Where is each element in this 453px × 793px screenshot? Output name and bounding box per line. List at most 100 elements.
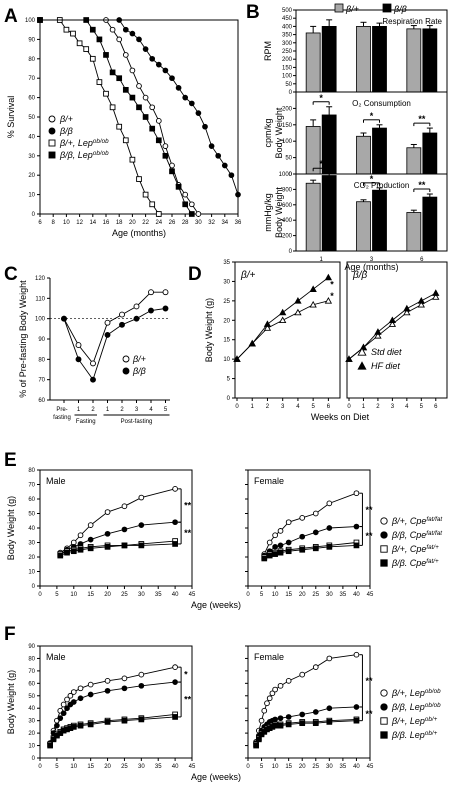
- x-tick-label-a: 8: [52, 220, 56, 226]
- data-point-a-3: [155, 137, 162, 144]
- data-point-d-1-1: [403, 304, 411, 312]
- data-point-a-3: [103, 52, 109, 58]
- series-line-e-0-0: [60, 488, 176, 554]
- data-point-a-1: [155, 61, 162, 68]
- data-point-a-3: [142, 114, 149, 120]
- data-point-f-0-1: [64, 705, 70, 712]
- legend-marker-c-0: [122, 355, 130, 363]
- x-tick-label-e: 15: [87, 592, 94, 598]
- x-tick-label-a: 16: [103, 220, 110, 226]
- x-tick-label-e: 25: [312, 592, 319, 598]
- y-tick-label-b: 450: [282, 16, 293, 22]
- x-tick-label-a: 36: [235, 220, 242, 226]
- data-point-e-0-0: [87, 522, 94, 528]
- x-tick-label-e: 30: [138, 592, 145, 598]
- data-point-f-0-0: [70, 689, 77, 695]
- y-tick-label-a: 90: [28, 37, 35, 43]
- data-point-a-2: [63, 26, 70, 33]
- plot-frame-e-0: [39, 469, 193, 587]
- y-tick-label-d: 15: [223, 338, 230, 344]
- data-point-c-0: [119, 311, 125, 318]
- y-tick-label-e: 0: [32, 584, 36, 590]
- legend-marker-f-1: [380, 703, 388, 711]
- bar-b-1-1: [372, 127, 387, 175]
- subplot-title-e-1: Female: [254, 476, 284, 486]
- data-point-d-0-1: [324, 273, 333, 281]
- data-point-a-0: [149, 104, 156, 111]
- data-point-e-1-0: [285, 519, 292, 526]
- y-axis-label-d: Body Weight (g): [204, 298, 214, 362]
- x-tick-label-e: 0: [38, 592, 42, 598]
- x-tick-label-d: 0: [235, 404, 239, 410]
- bar-b-2-0: [406, 212, 422, 252]
- data-point-a-3: [37, 17, 43, 23]
- y-axis-label-e: Body Weight (g): [6, 496, 16, 560]
- x-tick-label-e: 0: [246, 592, 250, 598]
- subplot-title-d-1: β/β: [352, 270, 367, 281]
- data-point-d-0-1: [279, 308, 287, 316]
- y-tick-label-e: 70: [28, 483, 35, 489]
- x-tick-label-f: 25: [121, 764, 128, 770]
- x-tick-label-e: 45: [367, 592, 374, 598]
- data-point-a-1: [162, 67, 169, 74]
- y-tick-label-b: 500: [282, 8, 293, 14]
- x-tick-label-c: 2: [120, 407, 124, 413]
- data-point-c-1: [75, 356, 82, 363]
- y-tick-label-c: 120: [35, 276, 46, 282]
- bar-b-0-1: [321, 25, 337, 93]
- data-point-f-0-1: [54, 722, 60, 729]
- x-tick-label-e: 25: [121, 592, 128, 598]
- legend-label-f-3: β/β. Lepob/+: [391, 730, 438, 741]
- y-axis-label-a: % Survival: [6, 96, 16, 139]
- data-point-e-0-0: [104, 509, 111, 515]
- data-point-e-1-3: [312, 545, 319, 552]
- data-point-a-1: [221, 162, 228, 169]
- x-tick-label-e: 35: [155, 592, 162, 598]
- data-point-a-3: [96, 36, 103, 43]
- x-tick-label-f: 40: [353, 764, 360, 770]
- data-point-f-0-0: [172, 664, 178, 671]
- significance-mark-b: **: [418, 180, 426, 190]
- x-group-label-c-1: Post-fasting: [121, 419, 153, 425]
- data-point-f-1-0: [312, 664, 319, 671]
- y-tick-label-f: 20: [28, 731, 35, 737]
- data-point-c-0: [90, 360, 96, 367]
- series-line-f-0-1: [49, 681, 176, 744]
- data-point-a-2: [89, 55, 96, 62]
- series-line-a-0: [40, 19, 199, 215]
- y-tick-label-f: 50: [28, 694, 35, 700]
- data-point-c-1: [162, 305, 169, 312]
- data-point-f-0-1: [57, 715, 64, 722]
- y-tick-label-d: 10: [223, 357, 230, 363]
- data-point-f-0-0: [104, 677, 111, 684]
- x-tick-label-f: 35: [340, 764, 347, 770]
- data-point-f-0-0: [138, 671, 145, 678]
- x-tick-label-e: 40: [172, 592, 179, 598]
- x-tick-label-e: 15: [285, 592, 292, 598]
- legend-label-a-1: β/β: [59, 126, 73, 136]
- data-point-f-1-3: [353, 717, 360, 724]
- data-point-f-0-0: [121, 675, 128, 682]
- significance-mark-f: **: [365, 676, 373, 686]
- x-tick-label-f: 10: [70, 764, 77, 770]
- x-tick-label-f: 15: [87, 764, 94, 770]
- data-point-a-3: [122, 86, 129, 93]
- y-axis-label-b2-2: Body Weight: [274, 187, 284, 238]
- y-tick-label-a: 0: [32, 212, 36, 218]
- data-point-e-1-3: [266, 552, 273, 559]
- data-point-a-0: [195, 211, 202, 217]
- data-point-a-1: [202, 123, 208, 130]
- bar-b-0-0: [406, 28, 422, 93]
- data-point-e-1-3: [285, 548, 292, 555]
- subplot-title-b-0: Respiration Rate: [382, 17, 442, 26]
- x-tick-label-d: 0: [347, 404, 351, 410]
- y-tick-label-a: 60: [28, 96, 35, 102]
- data-point-f-0-1: [104, 687, 111, 694]
- y-tick-label-a: 50: [28, 115, 35, 121]
- significance-mark-e: **: [365, 505, 373, 515]
- significance-mark-b: *: [319, 159, 323, 169]
- data-point-c-0: [104, 319, 111, 326]
- x-tick-label-e: 45: [189, 592, 196, 598]
- legend-label-e-1: β/β, Cpefat/fat: [391, 530, 442, 541]
